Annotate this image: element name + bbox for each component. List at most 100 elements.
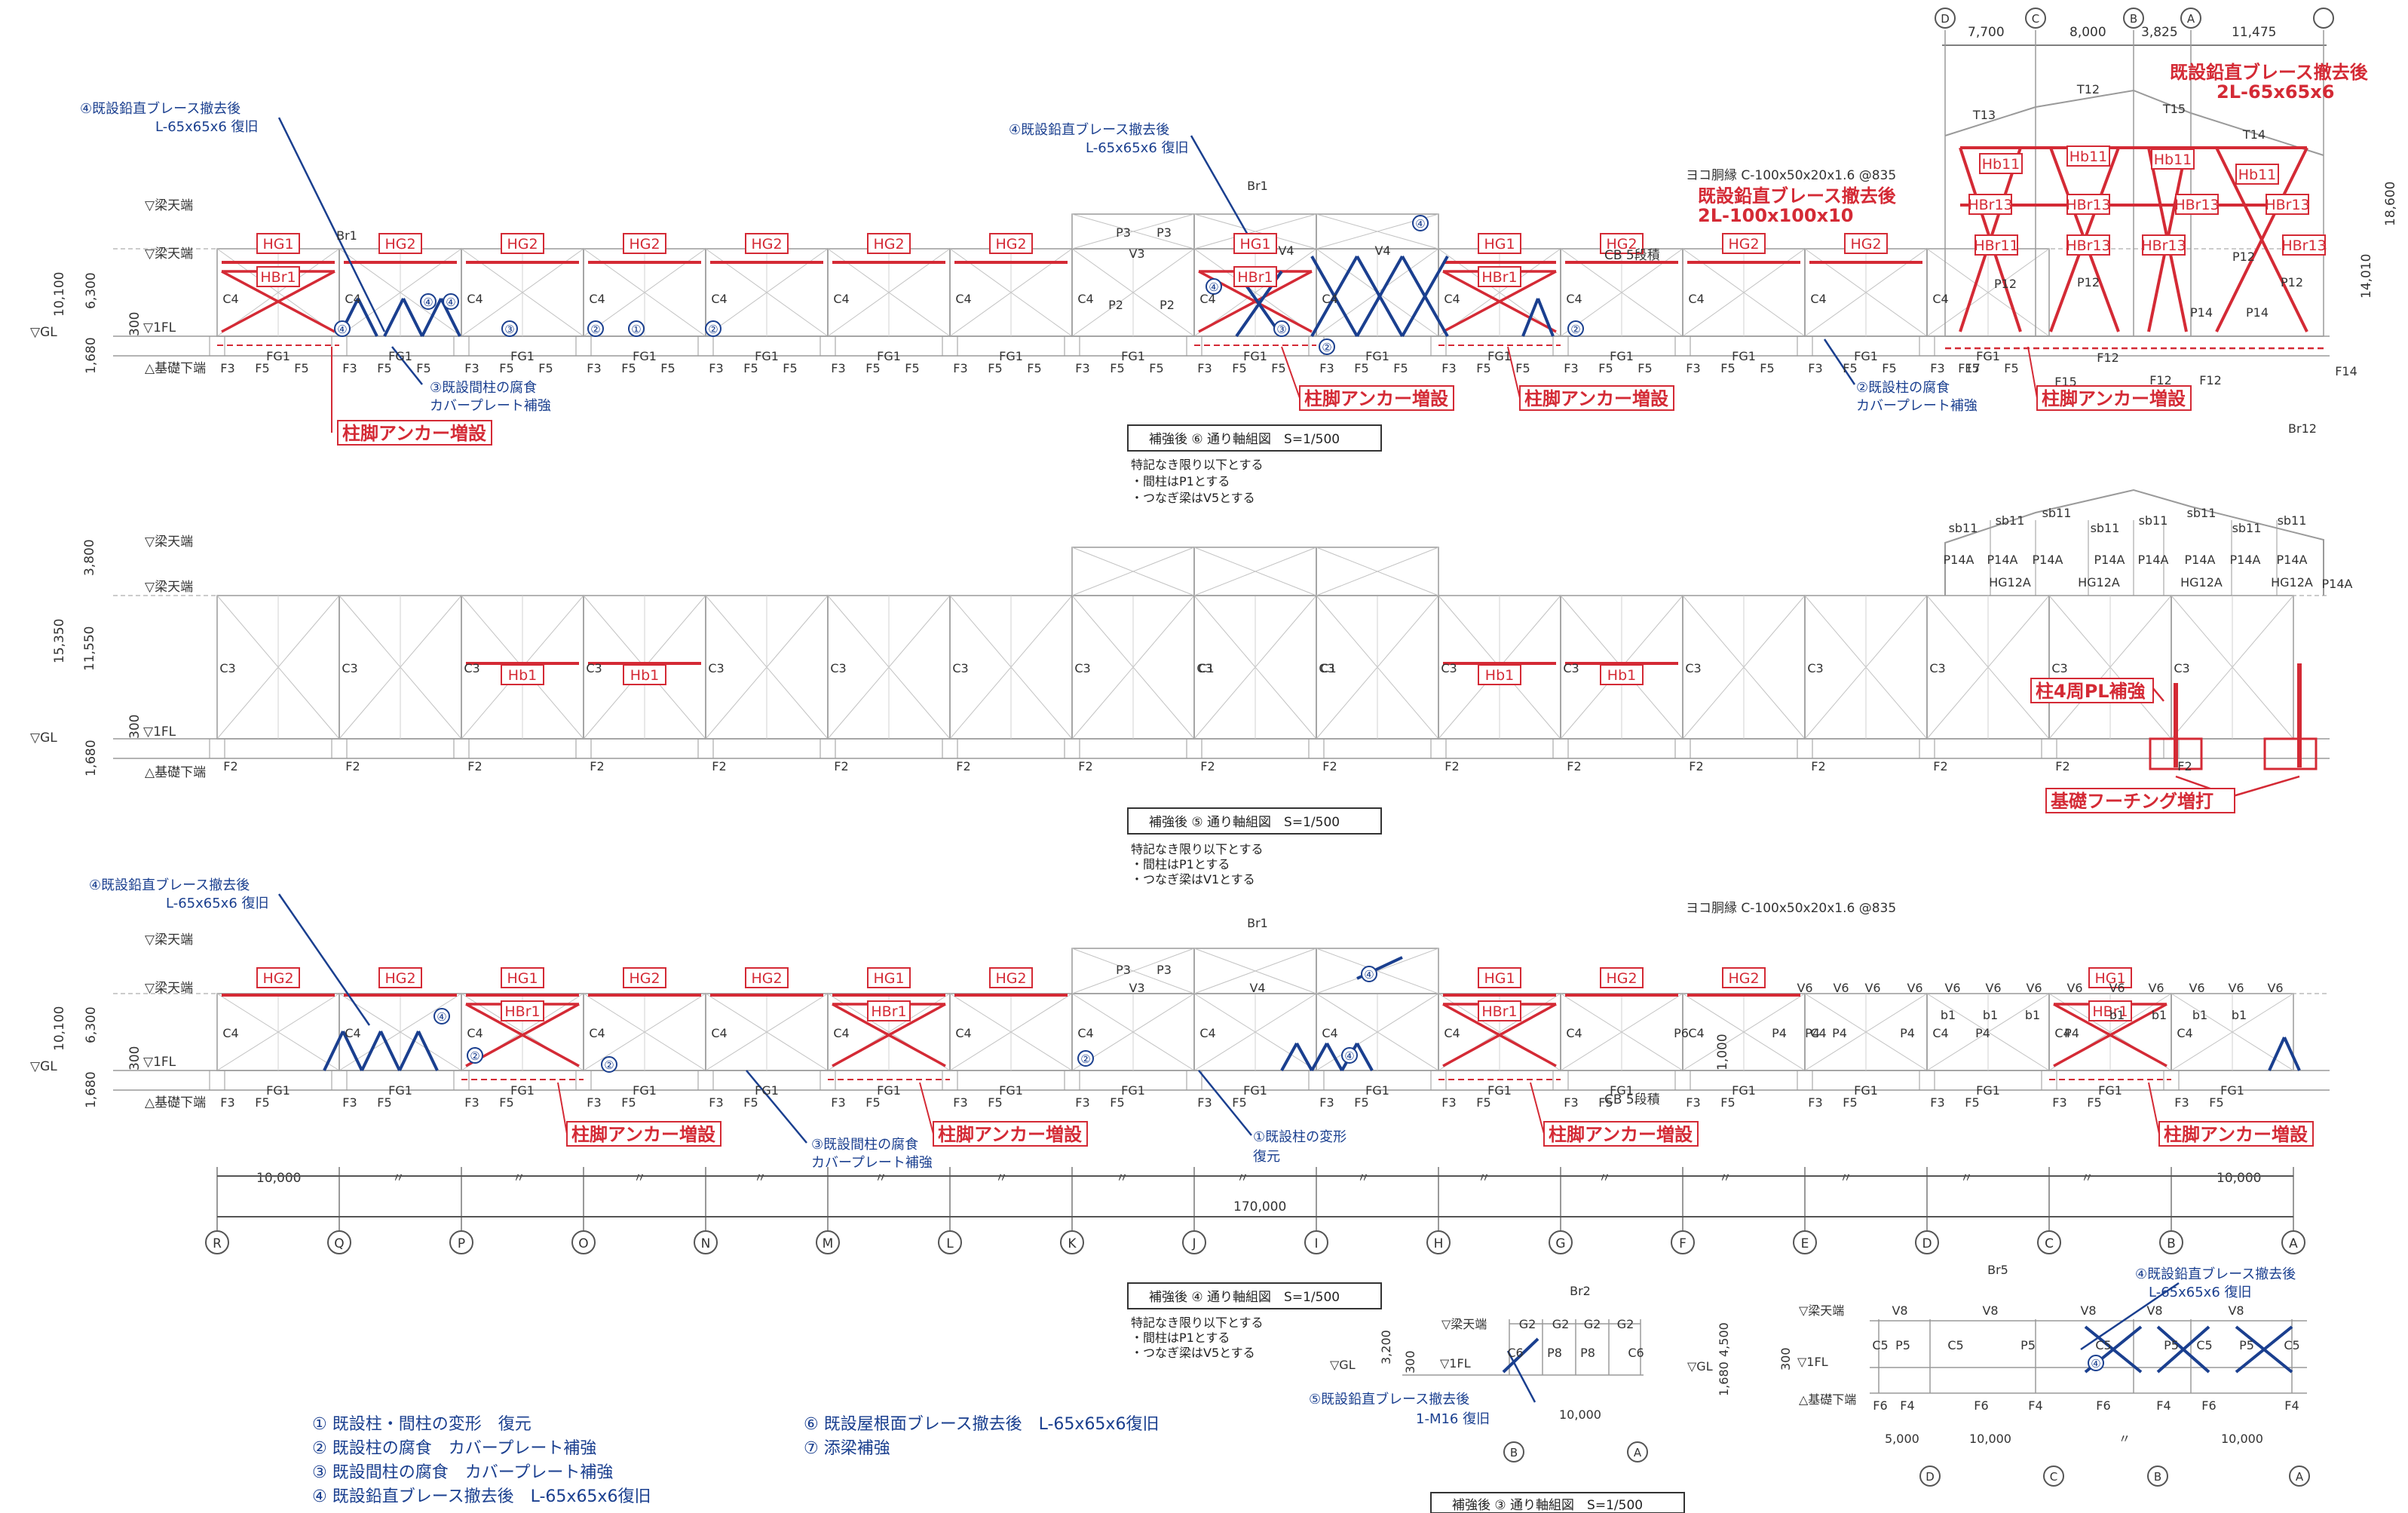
e6-fg-1: FG1 (388, 349, 412, 363)
e6-footing (1919, 335, 1935, 357)
e6-hg-3: HG2 (629, 236, 660, 253)
axis-label-B: B (2167, 1236, 2176, 1251)
e6-col-8: C4 (1199, 292, 1215, 306)
side-f14: F14 (2335, 364, 2357, 378)
legend-2: ② 既設柱の腐食 カバープレート補強 (312, 1439, 596, 1458)
e5-col-1: C3 (342, 661, 357, 675)
e6-beam-top-1: ▽梁天端 (145, 198, 193, 213)
e3-p8-a: P8 (1547, 1346, 1562, 1360)
e6-hg-r1-box (1600, 233, 1644, 254)
side-dim-f: 14,010 (2359, 254, 2374, 299)
e4-circ-5-ring (1341, 1047, 1358, 1064)
e4-v3: V3 (1129, 981, 1144, 995)
e4-fg-5: FG1 (877, 1083, 901, 1098)
e6-hg-mid: HG1 (1239, 236, 1270, 253)
e6-col-11: C4 (1566, 292, 1582, 306)
e4s-span-2: 〃 (2118, 1432, 2131, 1446)
e4-fg-2: FG1 (510, 1083, 535, 1098)
e6-dim-h1: 10,100 (52, 272, 67, 317)
e3-axis-bubble-1 (1627, 1441, 1648, 1462)
axis-bubble-A (2281, 1230, 2305, 1254)
span-ditto-7: 〃 (1116, 1171, 1129, 1186)
e4-footing (1674, 1070, 1691, 1091)
e6-col-4: C4 (711, 292, 727, 306)
e5-col-0: C3 (219, 661, 235, 675)
e6-blue-v-2 (421, 298, 443, 337)
e4-circ-4-ring (1361, 966, 1377, 982)
span-ditto-11: 〃 (1598, 1171, 1611, 1186)
e4-raised-diag (1193, 948, 1317, 994)
side-hbr13-a-box (1968, 194, 2012, 215)
blue-callouts: ④既設鉛直ブレース撤去後 L-65x65x6 復旧 ④既設鉛直ブレース撤去後 L… (80, 100, 2296, 1427)
e4s-f-7: F4 (2284, 1398, 2299, 1413)
e4-v6-9: V6 (2148, 981, 2164, 995)
cb-note-2: CB 5段積 (1604, 1092, 1660, 1107)
e4-col-11: C4 (1566, 1026, 1582, 1040)
e4-bay-8 (1186, 993, 1317, 1091)
e4-v6-0: V6 (1797, 981, 1812, 995)
side-dims: 7,700 8,000 3,825 11,475 18,600 14,010 1… (1715, 25, 2398, 1070)
side-axis-A: A (2187, 12, 2195, 26)
e4-p6: P6 (1674, 1026, 1689, 1040)
e4s-span-0: 5,000 (1885, 1432, 1919, 1446)
e4-blue-v-m0 (1295, 1043, 1313, 1071)
e4-hbr-15: HBr1 (2092, 1003, 2128, 1020)
e6-circ-6-ring (705, 320, 721, 337)
axis-bubble-M (816, 1230, 840, 1254)
title-e5: 補強後 ⑤ 通り軸組図 S=1/500 (1149, 815, 1340, 830)
e6-circ-11-ring (1567, 320, 1584, 337)
e4-b1-2: b1 (2025, 1008, 2040, 1022)
axis-label-M: M (823, 1236, 834, 1251)
side5-p14a-1: P14A (1987, 553, 2018, 567)
side-roof (1944, 89, 2324, 156)
e6-f5a-2: F5 (499, 361, 513, 375)
e4-col-15: C4 (2054, 1026, 2070, 1040)
e6-f5b-2: F5 (538, 361, 553, 375)
e5-f2-0: F2 (223, 759, 237, 773)
e6-blue-x-2 (1401, 256, 1449, 337)
e4-f5-16: F5 (2209, 1095, 2223, 1110)
e5-footing (1552, 738, 1569, 759)
e4s-fl-label: ▽1FL (1797, 1355, 1828, 1369)
e4-f5-4: F5 (743, 1095, 758, 1110)
side5-sb11-5: sb11 (2187, 506, 2217, 520)
title-e6: 補強後 ⑥ 通り軸組図 S=1/500 (1149, 432, 1340, 447)
side-t12: T12 (2076, 82, 2100, 96)
legend-3: ③ 既設間柱の腐食 カバープレート補強 (312, 1463, 613, 1482)
anchor-callout-5: 柱脚アンカー増設 (571, 1124, 716, 1145)
e4s-v8-4: V8 (2228, 1303, 2244, 1318)
red-brace-a-1: 既設鉛直ブレース撤去後 (2170, 62, 2369, 83)
e6-col-2: C4 (467, 292, 483, 306)
e4-p4-3: P4 (1900, 1026, 1915, 1040)
e6-f3-8: F3 (1197, 361, 1212, 375)
side5-hg12a-1: HG12A (2078, 575, 2120, 590)
side-hb11-b-box (2066, 145, 2110, 167)
leader-anchor-7 (2148, 1082, 2160, 1135)
e4-b1-1: b1 (1983, 1008, 1998, 1022)
span-ditto-12: 〃 (1719, 1171, 1732, 1186)
e4-footing (2041, 1070, 2057, 1091)
e6-footing (1186, 335, 1202, 357)
e4-blue-v-r (2283, 1037, 2301, 1071)
span-ditto-9: 〃 (1357, 1171, 1370, 1186)
e4-blue-v-m0 (1280, 1043, 1298, 1071)
e6-hg-r1: HG2 (1606, 236, 1637, 253)
e6-fg-10: FG1 (1487, 349, 1512, 363)
e4-col-9: C4 (1322, 1026, 1337, 1040)
side-axis-bubble-0 (1935, 8, 1956, 29)
e5-bay-1 (331, 595, 462, 759)
e5-bay-16 (2163, 595, 2294, 759)
e5-bay-9 (1308, 595, 1439, 759)
e4-fg-13: FG1 (1854, 1083, 1878, 1098)
e6-p3-b: P3 (1157, 225, 1172, 240)
e5-col-11: C3 (1563, 661, 1579, 675)
note-e4-3: ・つなぎ梁はV5とする (1131, 1346, 1255, 1360)
side-t14: T14 (2242, 127, 2266, 142)
callout-brace-d-2: L-65x65x6 復旧 (2149, 1285, 2252, 1300)
note-e4-1: 特記なき限り以下とする (1131, 1315, 1264, 1330)
e3-blue-x-2 (2235, 1325, 2293, 1374)
e4-v6-3: V6 (1907, 981, 1922, 995)
e4-p4-5: P4 (2064, 1026, 2079, 1040)
e6-raised-diag (1071, 213, 1195, 250)
e5-col-2: C3 (464, 661, 479, 675)
